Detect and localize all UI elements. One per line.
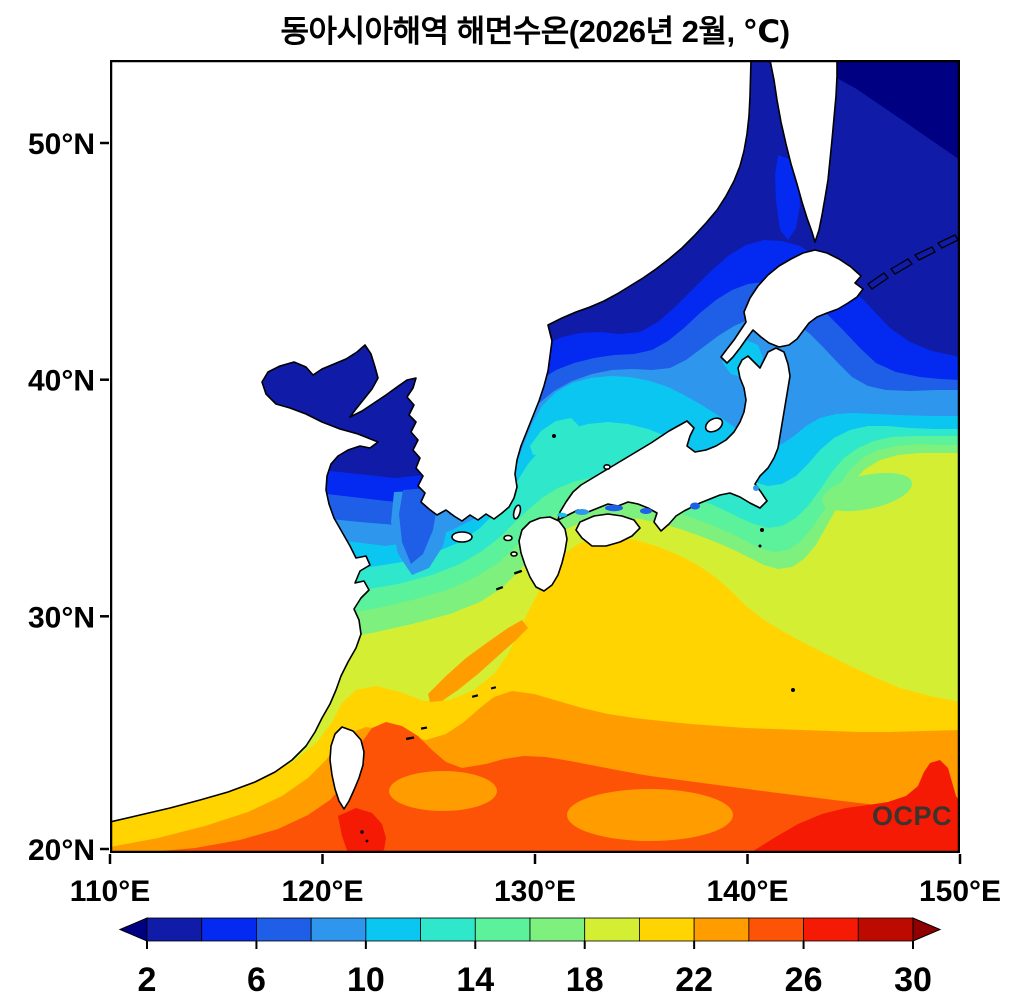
inland-sea-patches <box>557 485 759 518</box>
colorbar-segment <box>365 917 421 942</box>
colorbar-arrow-left <box>118 917 148 942</box>
y-axis-label: 40°N <box>28 365 95 398</box>
x-axis-label: 140°E <box>706 875 788 908</box>
map-title: 동아시아해역 해면수온(2026년 2월, ℃) <box>280 14 790 49</box>
land-hokkaido <box>720 249 864 364</box>
colorbar-segment <box>146 917 203 942</box>
land-taiwan <box>329 726 365 810</box>
land-kyushu <box>518 516 568 592</box>
colorbar-segment <box>803 917 859 942</box>
colorbar-segment <box>584 917 640 942</box>
colorbar-tick-label: 14 <box>456 961 494 999</box>
colorbar-segment <box>201 917 257 942</box>
y-axis-label: 20°N <box>28 834 95 867</box>
colorbar-tick-label: 10 <box>347 961 385 999</box>
island-amakusa <box>510 551 518 557</box>
colorbar-segment <box>420 917 476 942</box>
land-sakhalin <box>769 60 838 243</box>
colorbar-segment <box>474 917 531 942</box>
colorbar-tick-label: 6 <box>247 961 266 999</box>
island-tsushima <box>512 504 522 520</box>
small-islets <box>360 434 795 843</box>
colorbar-tick-label: 18 <box>566 961 604 999</box>
colorbar-tick-label: 22 <box>675 961 713 999</box>
x-axis-label: 120°E <box>281 875 363 908</box>
kuril-islands <box>867 234 959 290</box>
ocpc-watermark: OCPC <box>871 801 952 831</box>
warm-patch-southeast-corner <box>750 760 960 853</box>
x-axis-label: 110°E <box>70 875 150 908</box>
land-mainland-asia-korea <box>110 60 752 823</box>
colorbar-segment <box>256 917 312 942</box>
colorbar-tick-label: 26 <box>785 961 823 999</box>
colorbar-segment <box>748 917 804 942</box>
orange-patch-south <box>567 789 733 841</box>
green-patch-east-pacific <box>821 472 913 512</box>
sst-map <box>110 60 960 853</box>
plot-border <box>110 60 960 853</box>
colorbar-arrow-right <box>912 917 942 942</box>
x-axis-label: 150°E <box>919 875 1001 908</box>
colorbar-tick-label: 30 <box>894 961 932 999</box>
colorbar-tick-label: 2 <box>138 961 157 999</box>
sst-band-24-26 <box>110 722 960 853</box>
y-axis-label: 30°N <box>28 601 95 634</box>
colorbar-segment <box>857 917 914 942</box>
orange-patch-southwest <box>389 771 497 811</box>
colorbar-segment <box>310 917 367 942</box>
colorbar-segment <box>529 917 586 942</box>
kuroshio-warm-streak <box>428 620 528 702</box>
map-plot-area <box>110 60 960 853</box>
island-jeju <box>451 531 473 543</box>
island-sado <box>704 417 724 433</box>
island-goto <box>503 534 513 542</box>
land-honshu <box>557 347 791 532</box>
island-oki <box>603 463 611 470</box>
land-shikoku <box>575 513 641 547</box>
tatar-strait-tongue <box>775 155 800 240</box>
colorbar-segment <box>639 917 695 942</box>
colorbar-segment <box>693 917 750 942</box>
sst-band-below-2 <box>810 60 960 160</box>
y-axis-label: 50°N <box>28 128 95 161</box>
x-axis-label: 130°E <box>494 875 576 908</box>
